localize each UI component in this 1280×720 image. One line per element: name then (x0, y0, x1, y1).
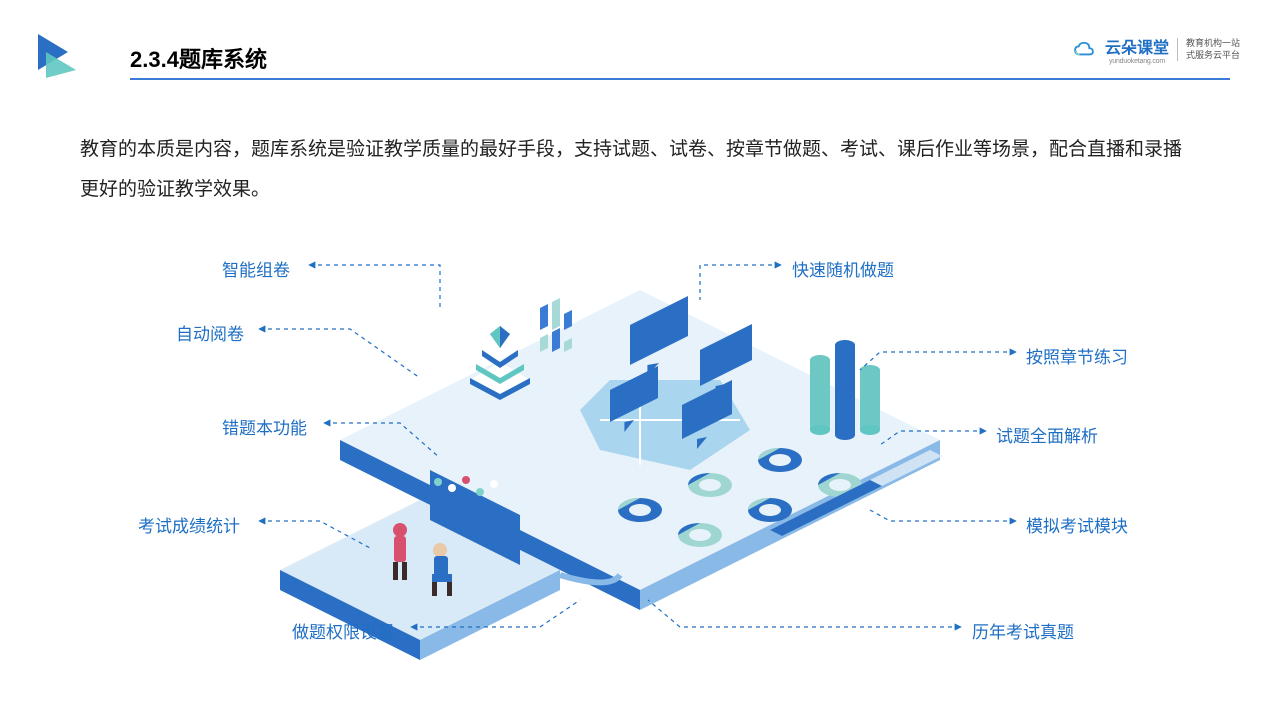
feature-label: 模拟考试模块 (1026, 512, 1128, 537)
feature-label: 试题全面解析 (996, 422, 1098, 447)
title-underline (130, 78, 1230, 80)
arrow-logo-icon (32, 30, 82, 85)
section-number: 2.3.4 (130, 47, 179, 72)
feature-label: 自动阅卷 (176, 320, 244, 345)
brand-block: 云朵课堂 yunduoketang.com 教育机构一站 式服务云平台 (1073, 34, 1240, 65)
connector-lines (0, 230, 1280, 690)
feature-diagram: 智能组卷自动阅卷错题本功能考试成绩统计做题权限设置 快速随机做题按照章节练习试题全… (0, 230, 1280, 690)
feature-label: 智能组卷 (222, 256, 290, 281)
feature-label: 快速随机做题 (792, 256, 894, 281)
description-paragraph: 教育的本质是内容，题库系统是验证教学质量的最好手段，支持试题、试卷、按章节做题、… (80, 130, 1200, 210)
feature-label: 历年考试真题 (972, 618, 1074, 643)
brand-url: yunduoketang.com (1109, 58, 1165, 65)
feature-label: 错题本功能 (222, 414, 307, 439)
brand-tagline: 教育机构一站 式服务云平台 (1177, 38, 1240, 61)
cloud-icon (1073, 42, 1095, 58)
brand-name: 云朵课堂 (1105, 34, 1169, 58)
section-name: 题库系统 (179, 47, 267, 72)
feature-label: 考试成绩统计 (138, 512, 240, 537)
feature-label: 按照章节练习 (1026, 343, 1128, 368)
feature-label: 做题权限设置 (292, 618, 394, 643)
section-title: 2.3.4题库系统 (130, 42, 267, 74)
